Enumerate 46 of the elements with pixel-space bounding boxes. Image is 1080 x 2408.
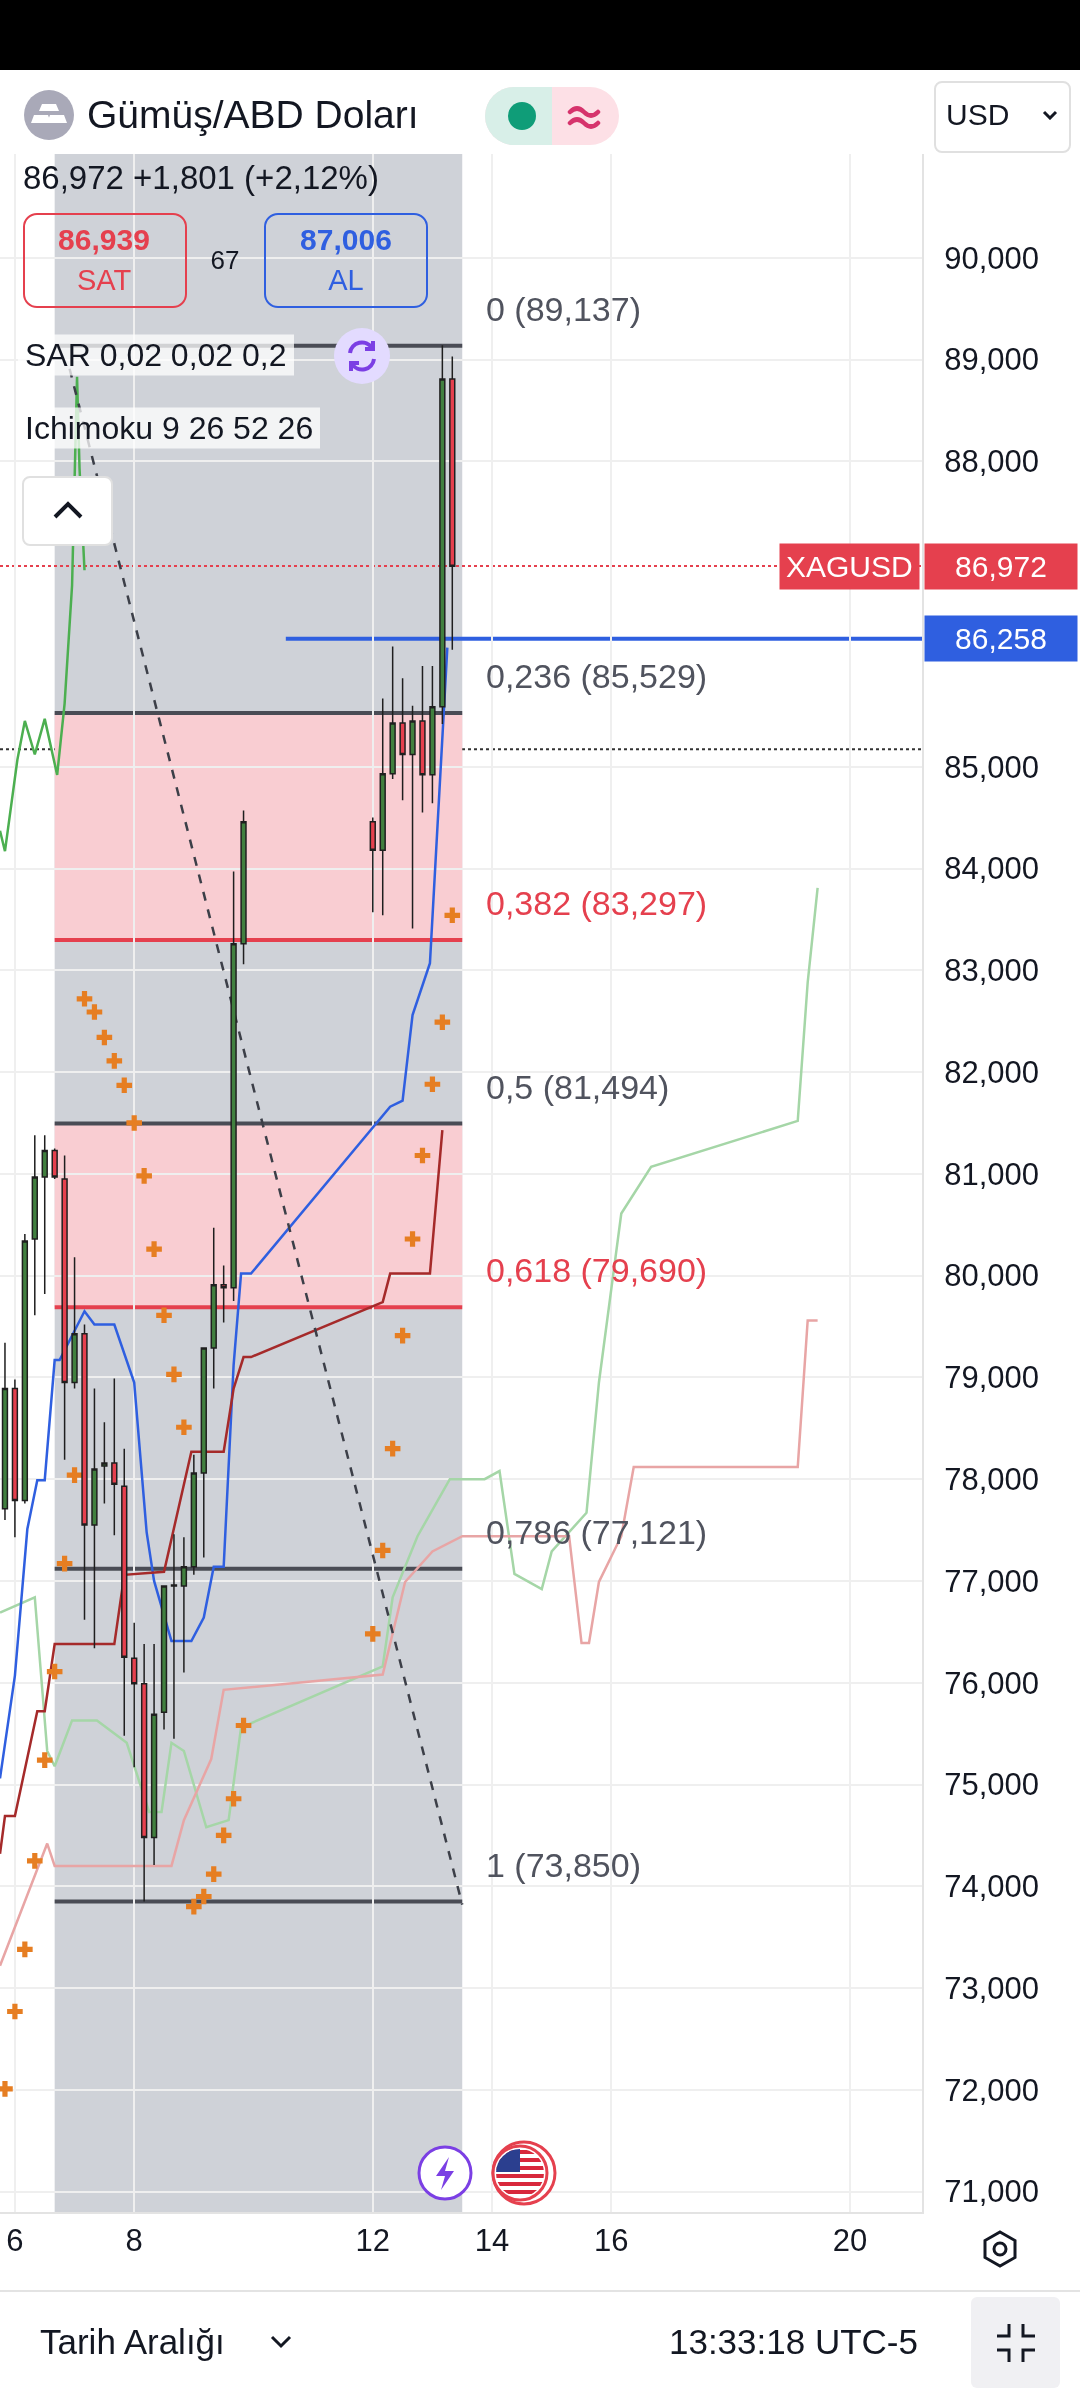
x-tick-label: 8 — [125, 2223, 143, 2259]
y-tick-label: 80,000 — [944, 1258, 1040, 1294]
x-tick-label: 14 — [474, 2223, 510, 2259]
annotation: 67 — [210, 244, 240, 276]
text: 86,258 — [955, 622, 1047, 655]
ref-line-label: XAGUSD — [786, 550, 913, 583]
y-tick-label: 85,000 — [944, 749, 1040, 785]
y-tick-label: 72,000 — [944, 2072, 1040, 2108]
annotation: Ichimoku 9 26 52 26 — [18, 407, 321, 449]
text: Tarih Aralığı — [40, 2322, 225, 2362]
text: USD — [946, 98, 1010, 132]
ref-line-label: 1 (73,850) — [486, 1846, 641, 1884]
y-tick-label: 77,000 — [944, 1563, 1040, 1599]
x-tick-label: 16 — [594, 2223, 629, 2259]
y-tick-label: 71,000 — [944, 2174, 1040, 2210]
y-tick-label: 76,000 — [944, 1665, 1040, 1701]
x-tick-label: 12 — [355, 2223, 391, 2259]
ref-line-label: 0,382 (83,297) — [486, 884, 708, 922]
y-tick-label: 82,000 — [944, 1054, 1040, 1090]
y-tick-label: 73,000 — [944, 1970, 1040, 2006]
chart-title: Gümüş/ABD Doları — [87, 93, 419, 137]
y-tick-label: 83,000 — [944, 953, 1040, 989]
y-tick-label: 84,000 — [944, 851, 1040, 887]
y-tick-label: 90,000 — [944, 240, 1040, 276]
y-tick-label: 81,000 — [944, 1156, 1040, 1192]
x-tick-label: 6 — [6, 2223, 24, 2259]
ref-line-label: 0,786 (77,121) — [486, 1513, 708, 1551]
y-tick-label: 74,000 — [944, 1869, 1040, 1905]
ref-line-label: 0 (89,137) — [486, 290, 641, 328]
y-tick-label: 78,000 — [944, 1462, 1040, 1498]
ref-line-label: 0,236 (85,529) — [486, 657, 708, 695]
ref-line-label: 0,618 (79,690) — [486, 1251, 708, 1289]
y-tick-label: 79,000 — [944, 1360, 1040, 1396]
annotation: 87,006 — [300, 223, 392, 257]
x-tick-label: 20 — [832, 2223, 868, 2259]
chart-subtitle: 86,972 +1,801 (+2,12%) — [23, 159, 379, 197]
y-tick-label: 75,000 — [944, 1767, 1040, 1803]
annotation: SAT — [76, 263, 132, 297]
annotation: AL — [328, 263, 364, 297]
text: 86,972 — [955, 550, 1047, 583]
y-tick-label: 89,000 — [944, 342, 1040, 378]
annotation: SAR 0,02 0,02 0,2 — [18, 334, 294, 376]
text: 13:33:18 UTC-5 — [668, 2322, 918, 2362]
ref-line-label: 0,5 (81,494) — [486, 1068, 670, 1106]
y-tick-label: 88,000 — [944, 444, 1040, 480]
annotation: 86,939 — [58, 223, 150, 257]
